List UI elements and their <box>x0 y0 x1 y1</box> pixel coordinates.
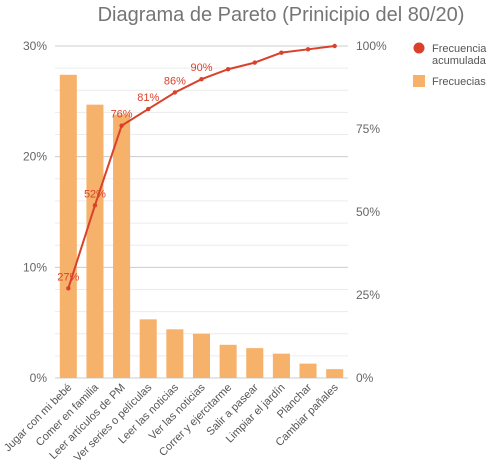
right-tick-label: 50% <box>356 205 380 219</box>
bar <box>246 348 264 378</box>
legend-label-bar: Frecuecias <box>432 76 486 88</box>
legend-swatch-line <box>413 42 425 54</box>
right-tick-label: 0% <box>356 371 374 385</box>
bar <box>59 74 77 379</box>
bar <box>326 369 344 378</box>
cumulative-line: 27% 52% 76% 81% 86% 90% <box>57 43 337 291</box>
bar <box>166 329 184 378</box>
left-tick-label: 0% <box>30 371 48 385</box>
right-tick-label: 100% <box>356 39 387 53</box>
chart-title: Diagrama de Pareto (Prinicipio del 80/20… <box>98 4 465 26</box>
right-tick-label: 75% <box>356 122 380 136</box>
legend-label-line: Frecuencia <box>432 43 487 55</box>
cumulative-point <box>252 60 257 65</box>
cumulative-point <box>119 123 124 128</box>
cumulative-point <box>146 106 151 112</box>
cumulative-point <box>305 47 311 52</box>
bar <box>299 363 317 378</box>
bar <box>139 319 157 378</box>
cumulative-point <box>172 90 178 95</box>
left-tick-label: 20% <box>23 150 47 164</box>
bar <box>113 114 131 378</box>
cumulative-point <box>332 43 337 49</box>
cumulative-line-path <box>67 45 335 289</box>
cumulative-data-label: 81% <box>137 92 159 104</box>
legend-swatch-bar <box>413 75 425 87</box>
left-axis: 0% 10% 20% 30% <box>23 39 47 385</box>
cumulative-point <box>225 67 231 72</box>
right-axis: 0% 25% 50% 75% 100% <box>356 39 387 385</box>
bar <box>192 333 211 378</box>
cumulative-data-label: 76% <box>111 109 133 121</box>
legend-label-line-2: acumulada <box>432 55 487 67</box>
cumulative-point <box>279 50 284 55</box>
gridlines <box>55 45 348 379</box>
right-tick-label: 25% <box>356 288 380 302</box>
cumulative-data-label: 52% <box>84 188 106 200</box>
cumulative-point <box>199 77 204 82</box>
left-tick-label: 10% <box>23 260 47 274</box>
cumulative-data-label: 27% <box>57 271 79 283</box>
cumulative-data-label: 90% <box>190 62 212 74</box>
cumulative-point <box>92 203 98 208</box>
bar <box>219 344 237 378</box>
cumulative-data-label: 86% <box>164 75 186 87</box>
cumulative-point <box>66 286 71 291</box>
bar <box>86 104 104 379</box>
bar <box>272 353 290 378</box>
bars <box>59 74 344 379</box>
left-tick-label: 30% <box>23 39 47 53</box>
